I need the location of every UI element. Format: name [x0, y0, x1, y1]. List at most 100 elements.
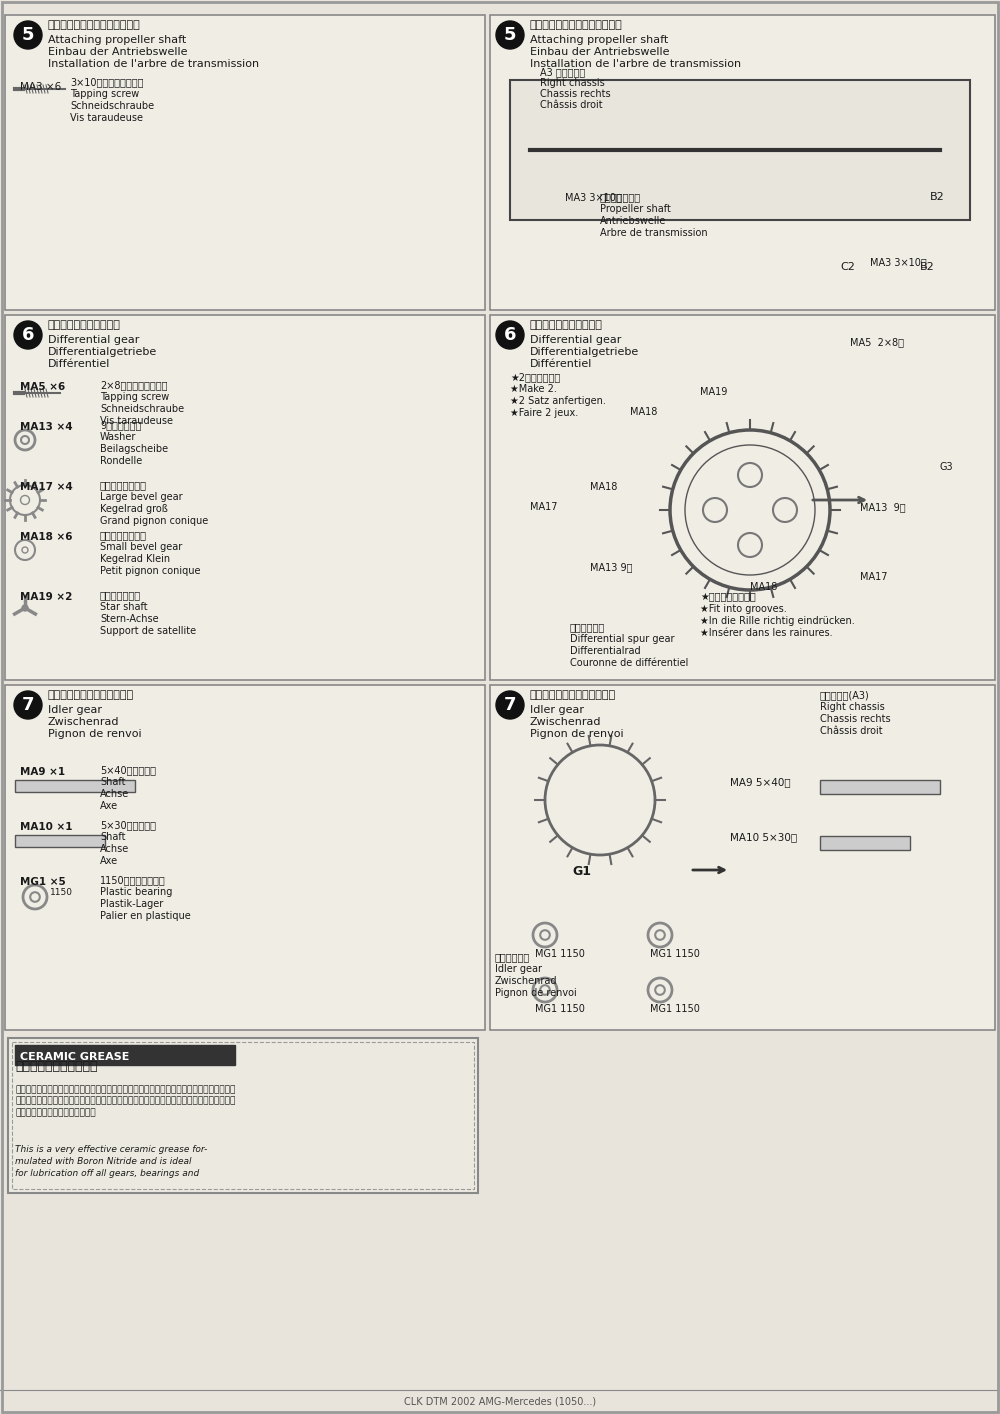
Text: Einbau der Antriebswelle: Einbau der Antriebswelle: [530, 47, 670, 57]
Text: MA10 5×30㎜: MA10 5×30㎜: [730, 831, 797, 841]
Text: Pignon de renvoi: Pignon de renvoi: [530, 730, 624, 740]
Text: Grand pignon conique: Grand pignon conique: [100, 516, 208, 526]
Text: Zwischenrad: Zwischenrad: [530, 717, 602, 727]
Text: CLK DTM 2002 AMG-Mercedes (1050...): CLK DTM 2002 AMG-Mercedes (1050...): [404, 1397, 596, 1407]
Text: メインシャフト: メインシャフト: [600, 192, 641, 202]
Text: Beilagscheibe: Beilagscheibe: [100, 444, 168, 454]
Text: Achse: Achse: [100, 844, 129, 854]
Text: MA13 9㎜: MA13 9㎜: [590, 561, 633, 573]
Text: MG1 ×5: MG1 ×5: [20, 877, 66, 887]
Bar: [510, 81, 970, 221]
Text: Attaching propeller shaft: Attaching propeller shaft: [48, 35, 186, 45]
Text: Small bevel gear: Small bevel gear: [100, 542, 182, 551]
Text: 5: 5: [22, 25, 34, 44]
Text: B2: B2: [930, 192, 945, 202]
Text: G3: G3: [940, 462, 954, 472]
Text: Schneidschraube: Schneidschraube: [100, 404, 184, 414]
Text: デフキャリア: デフキャリア: [570, 622, 605, 632]
Text: ベベルシャフト: ベベルシャフト: [100, 590, 141, 600]
Text: Right chassis: Right chassis: [820, 701, 885, 713]
Text: MA13 ×4: MA13 ×4: [20, 421, 73, 433]
Text: 《デフギヤのくみたて》: 《デフギヤのくみたて》: [48, 320, 121, 329]
Text: Antriebswelle: Antriebswelle: [600, 216, 666, 226]
Text: MA9 ×1: MA9 ×1: [20, 766, 65, 778]
Text: MG1 1150: MG1 1150: [535, 1004, 585, 1014]
Text: Petit pignon conique: Petit pignon conique: [100, 566, 200, 575]
Text: Châssis droit: Châssis droit: [540, 100, 603, 110]
Text: 5: 5: [504, 25, 516, 44]
Text: CERAMIC GREASE: CERAMIC GREASE: [20, 1052, 129, 1062]
Text: 2×8㎜タッピングビス: 2×8㎜タッピングビス: [100, 380, 168, 390]
Text: Einbau der Antriebswelle: Einbau der Antriebswelle: [48, 47, 188, 57]
Text: Vis taraudeuse: Vis taraudeuse: [100, 416, 173, 426]
Text: 1150プラベアリング: 1150プラベアリング: [100, 875, 166, 885]
Text: Couronne de différentiel: Couronne de différentiel: [570, 658, 688, 667]
Text: Plastik-Lager: Plastik-Lager: [100, 899, 163, 909]
Text: Différentiel: Différentiel: [48, 359, 110, 369]
Text: Pignon de renvoi: Pignon de renvoi: [48, 730, 142, 740]
Text: 《アイドラギヤのとりつけ》: 《アイドラギヤのとりつけ》: [530, 690, 616, 700]
Bar: [15, 836, 105, 847]
Text: ★2個作ります。: ★2個作ります。: [510, 372, 560, 382]
Text: Rondelle: Rondelle: [100, 455, 142, 467]
Text: Palier en plastique: Palier en plastique: [100, 911, 191, 921]
Text: Pignon de renvoi: Pignon de renvoi: [495, 988, 577, 998]
Text: 6: 6: [22, 327, 34, 344]
Text: 《デフギヤのくみたて》: 《デフギヤのくみたて》: [530, 320, 603, 329]
Circle shape: [14, 21, 42, 49]
Text: MA19: MA19: [700, 387, 727, 397]
Text: MA19 ×2: MA19 ×2: [20, 592, 72, 602]
Circle shape: [14, 691, 42, 718]
Text: アイドラギヤ: アイドラギヤ: [495, 952, 530, 962]
Text: 3×10㎜タッピングビス: 3×10㎜タッピングビス: [70, 76, 144, 88]
Bar: [5, 684, 485, 1029]
Text: Châssis droit: Châssis droit: [820, 725, 883, 737]
Text: Kegelrad Klein: Kegelrad Klein: [100, 554, 170, 564]
Text: Idler gear: Idler gear: [495, 964, 542, 974]
Text: This is a very effective ceramic grease for-
mulated with Boron Nitride and is i: This is a very effective ceramic grease …: [15, 1145, 207, 1178]
Text: MA17: MA17: [530, 502, 558, 512]
Text: Washer: Washer: [100, 433, 136, 443]
Text: Axe: Axe: [100, 800, 118, 812]
Text: A3 シャーシ右: A3 シャーシ右: [540, 66, 585, 76]
Text: 5×30㎜シャフト: 5×30㎜シャフト: [100, 820, 156, 830]
Text: Schneidschraube: Schneidschraube: [70, 100, 154, 112]
Text: G1: G1: [572, 865, 591, 878]
Text: Differentialgetriebe: Differentialgetriebe: [48, 346, 157, 356]
Text: 6: 6: [504, 327, 516, 344]
Text: Installation de l'arbre de transmission: Installation de l'arbre de transmission: [530, 59, 741, 69]
Text: シャーシ右(A3): シャーシ右(A3): [820, 690, 870, 700]
Text: Chassis rechts: Chassis rechts: [820, 714, 891, 724]
Text: Vis taraudeuse: Vis taraudeuse: [70, 113, 143, 123]
Bar: [820, 781, 940, 795]
Text: Differentialrad: Differentialrad: [570, 646, 641, 656]
Text: 5×40㎜シャフト: 5×40㎜シャフト: [100, 765, 156, 775]
Bar: [15, 1045, 235, 1065]
Bar: [5, 315, 485, 680]
Circle shape: [22, 605, 28, 611]
Bar: [490, 684, 995, 1029]
Text: ファインセラミックの原料として使われるボロンナイトライドの微粒子を配合した高性能グ
リスです。特に樹脂パーツに効果的。ギヤや軸受け、ジョイント部分などにつけて動: ファインセラミックの原料として使われるボロンナイトライドの微粒子を配合した高性能…: [15, 1085, 235, 1117]
Text: MG1 1150: MG1 1150: [535, 949, 585, 959]
Text: Zwischenrad: Zwischenrad: [495, 976, 558, 986]
Bar: [490, 16, 995, 310]
Text: MA17: MA17: [860, 573, 888, 583]
Circle shape: [496, 21, 524, 49]
Text: ★Fit into grooves.: ★Fit into grooves.: [700, 604, 787, 614]
Text: ★ミゾに入れます。: ★ミゾに入れます。: [700, 592, 756, 602]
Text: Support de satellite: Support de satellite: [100, 626, 196, 636]
Text: Idler gear: Idler gear: [48, 706, 102, 715]
Text: 7: 7: [504, 696, 516, 714]
Text: 《メインシャフトのとりつけ》: 《メインシャフトのとりつけ》: [530, 20, 623, 30]
Text: MA3 3×10㎜: MA3 3×10㎜: [565, 192, 622, 202]
Text: Différentiel: Différentiel: [530, 359, 592, 369]
Text: Differential spur gear: Differential spur gear: [570, 633, 674, 643]
Text: Arbre de transmission: Arbre de transmission: [600, 228, 708, 238]
Bar: [820, 836, 910, 850]
Text: MA3 ×6: MA3 ×6: [20, 82, 61, 92]
Text: Tapping screw: Tapping screw: [70, 89, 139, 99]
Circle shape: [14, 321, 42, 349]
Text: ベベルギヤ（大）: ベベルギヤ（大）: [100, 479, 147, 491]
Text: ベベルギヤ（小）: ベベルギヤ（小）: [100, 530, 147, 540]
Text: Star shaft: Star shaft: [100, 602, 148, 612]
